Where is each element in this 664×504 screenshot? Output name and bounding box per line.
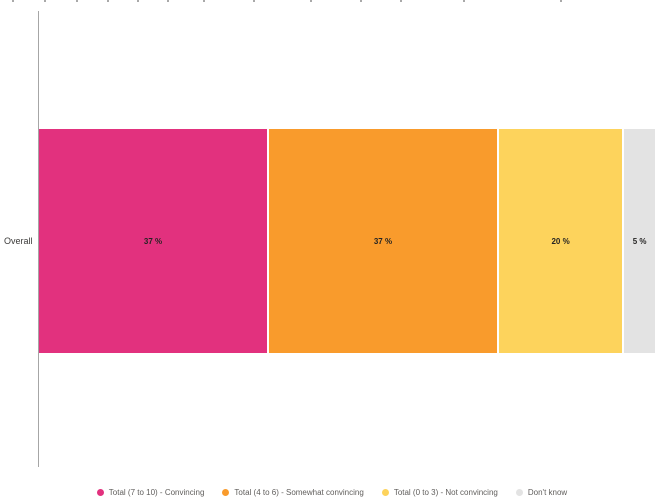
- legend-label: Total (7 to 10) - Convincing: [108, 488, 205, 497]
- legend-dot-icon: [515, 489, 523, 496]
- data-label: 20 %: [551, 236, 570, 246]
- clipped-title-fragments: [0, 0, 664, 3]
- data-label: 37 %: [373, 236, 393, 246]
- legend-item-dont-know[interactable]: Don't know: [515, 488, 568, 497]
- y-axis-line: [38, 11, 39, 467]
- legend-label: Total (4 to 6) - Somewhat convincing: [234, 488, 364, 497]
- legend-item-not-convincing[interactable]: Total (0 to 3) - Not convincing: [381, 488, 498, 497]
- bar-segment-not-convincing[interactable]: 20 %: [498, 129, 623, 353]
- legend-item-convincing[interactable]: Total (7 to 10) - Convincing: [96, 488, 205, 497]
- data-label: 37 %: [143, 236, 163, 246]
- legend-dot-icon: [381, 489, 389, 496]
- data-label: 5 %: [632, 236, 647, 246]
- legend-item-somewhat-convincing[interactable]: Total (4 to 6) - Somewhat convincing: [222, 488, 364, 497]
- legend: Total (7 to 10) - Convincing Total (4 to…: [0, 488, 664, 497]
- bar-segment-dont-know[interactable]: 5 %: [624, 129, 656, 353]
- y-axis-category-label: Overall: [4, 236, 33, 246]
- legend-label: Don't know: [527, 488, 568, 497]
- legend-dot-icon: [96, 489, 104, 496]
- legend-dot-icon: [222, 489, 230, 496]
- bar-row-overall: 37 % 37 % 20 % 5 %: [39, 129, 656, 353]
- legend-label: Total (0 to 3) - Not convincing: [393, 488, 498, 497]
- bar-segment-somewhat-convincing[interactable]: 37 %: [268, 129, 497, 353]
- bar-segment-convincing[interactable]: 37 %: [39, 129, 267, 353]
